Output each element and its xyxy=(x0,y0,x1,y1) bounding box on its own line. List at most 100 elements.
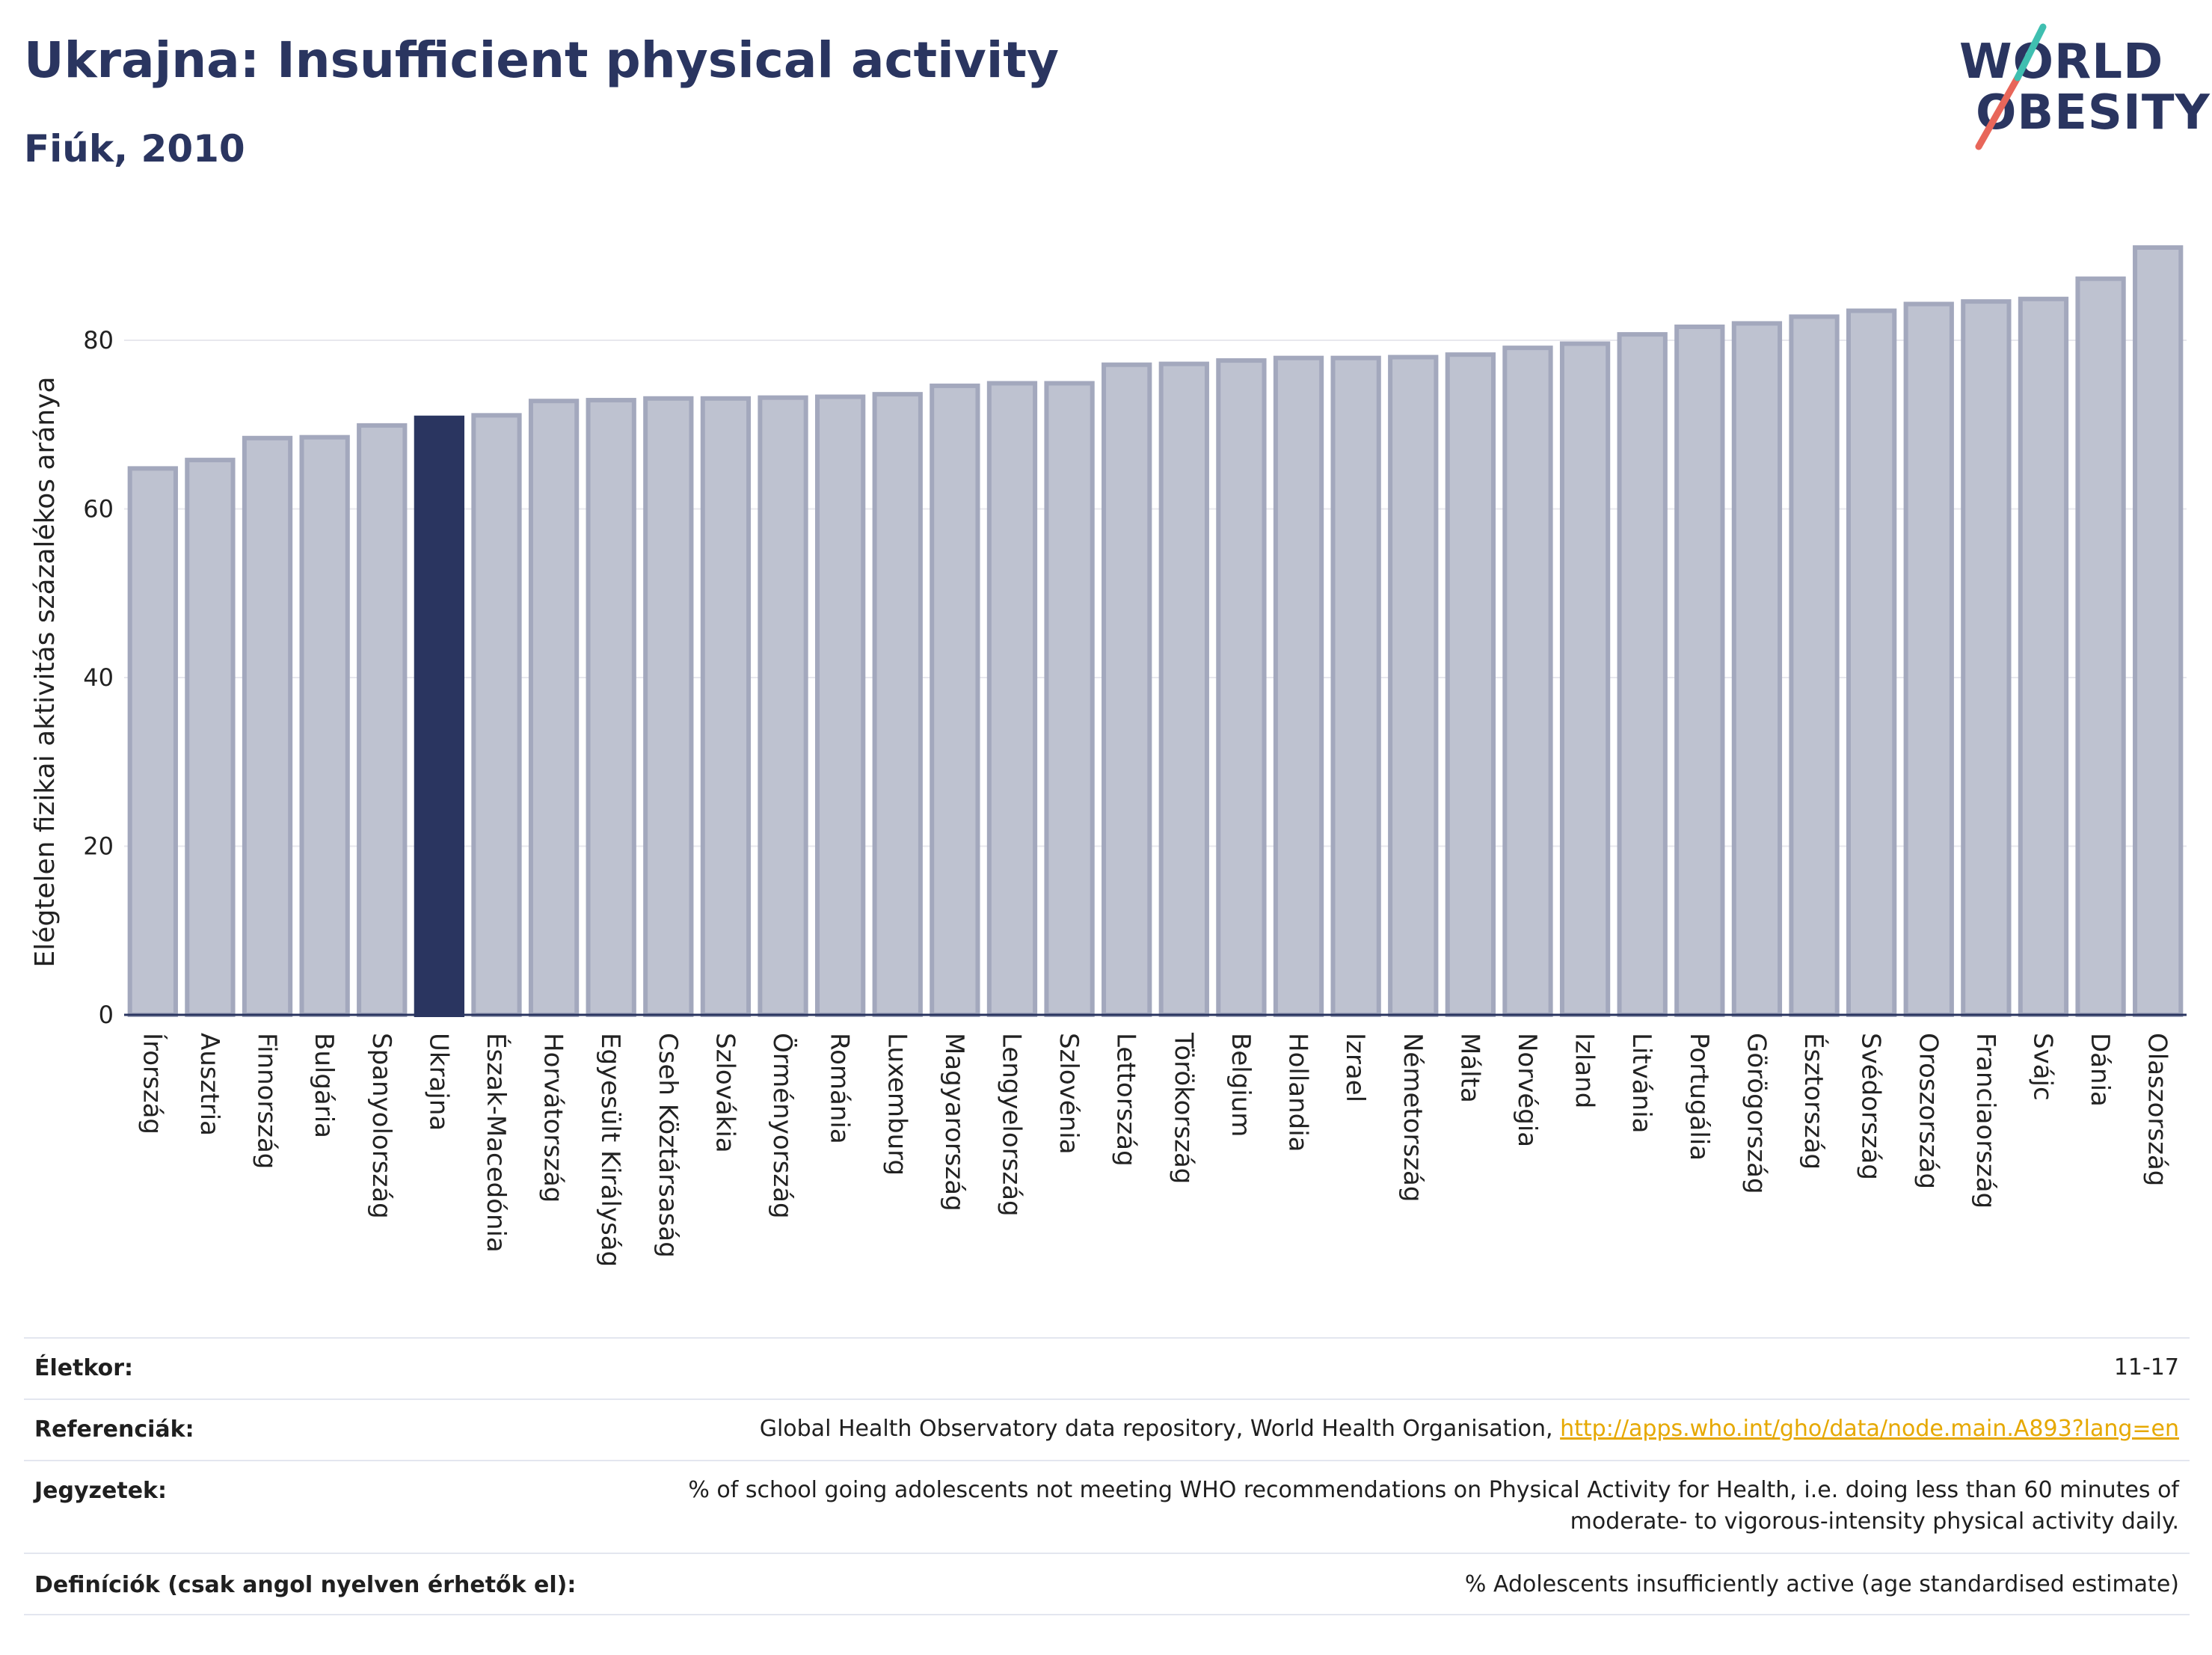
bar xyxy=(299,435,350,1018)
bar xyxy=(986,381,1038,1017)
x-tick-label: Bulgária xyxy=(309,1033,339,1138)
x-tick-label: Ausztria xyxy=(194,1033,224,1136)
bar xyxy=(1158,361,1209,1017)
x-tick-label: Örményország xyxy=(767,1033,798,1219)
meta-value-notes: % of school going adolescents not meetin… xyxy=(384,1475,2179,1538)
x-tick-label: Ukrajna xyxy=(423,1033,453,1131)
meta-reference-link[interactable]: http://apps.who.int/gho/data/node.main.A… xyxy=(1560,1416,2179,1442)
bar xyxy=(700,396,752,1017)
x-tick-label: Oroszország xyxy=(1913,1033,1943,1189)
meta-reference-text: Global Health Observatory data repositor… xyxy=(759,1416,1553,1442)
meta-label-notes: Jegyzetek: xyxy=(34,1478,167,1504)
x-tick-label: Észak-Macedónia xyxy=(481,1033,511,1253)
x-tick-label: Dánia xyxy=(2085,1033,2115,1107)
bar xyxy=(872,392,923,1018)
bar xyxy=(586,398,636,1017)
x-tick-label: Törökország xyxy=(1168,1032,1198,1184)
x-tick-label: Portugália xyxy=(1684,1033,1714,1161)
meta-row-notes: Jegyzetek: % of school going adolescents… xyxy=(24,1460,2190,1554)
bar xyxy=(2018,296,2069,1017)
chart-title: Ukrajna: Insufficient physical activity xyxy=(24,31,1060,89)
x-tick-label: Norvégia xyxy=(1512,1033,1542,1147)
y-tick-label: 60 xyxy=(83,495,114,523)
bar xyxy=(814,394,866,1018)
bar xyxy=(1273,355,1324,1018)
bar xyxy=(643,396,694,1017)
meta-row-age: Életkor: 11-17 xyxy=(24,1337,2190,1400)
bar xyxy=(758,395,808,1018)
x-tick-label: Málta xyxy=(1454,1033,1484,1103)
x-tick-label: Svájc xyxy=(2027,1033,2057,1101)
meta-label-age: Életkor: xyxy=(34,1355,134,1381)
x-tick-label: Egyesült Királyság xyxy=(595,1033,625,1267)
x-tick-label: Luxemburg xyxy=(882,1033,912,1176)
y-axis-label: Elégtelen fizikai aktivitás százalékos a… xyxy=(30,376,61,967)
x-tick-label: Spanyolország xyxy=(366,1033,396,1219)
x-tick-label: Görögország xyxy=(1741,1033,1771,1194)
meta-notes-line2: moderate- to vigorous-intensity physical… xyxy=(1570,1508,2179,1535)
x-tick-label: Svédország xyxy=(1856,1033,1886,1180)
x-tick-label: Magyarország xyxy=(939,1033,969,1212)
logo-slash-icon xyxy=(1975,23,2047,150)
bar xyxy=(930,383,980,1017)
bar xyxy=(1388,354,1439,1018)
meta-row-definitions: Definíciók (csak angol nyelven érhetők e… xyxy=(24,1553,2190,1615)
x-tick-label: Szlovákia xyxy=(710,1033,740,1153)
bar xyxy=(1961,299,2012,1017)
x-tick-label: Izland xyxy=(1570,1033,1600,1108)
bar xyxy=(528,399,580,1017)
x-tick-label: Észtország xyxy=(1798,1033,1829,1170)
x-tick-label: Finnország xyxy=(252,1033,282,1169)
bar xyxy=(127,466,178,1017)
bar-chart: 0 20 40 60 80 Elégtelen fizikai aktivitás szá… xyxy=(30,245,2187,1267)
meta-value-definitions: % Adolescents insufficiently active (age… xyxy=(1464,1571,2179,1597)
bar xyxy=(1044,381,1095,1017)
x-tick-label: Cseh Köztársaság xyxy=(653,1033,683,1258)
bar xyxy=(1674,324,1725,1017)
meta-label-references: Referenciák: xyxy=(34,1416,194,1443)
bar xyxy=(185,458,236,1018)
x-tick-label: Belgium xyxy=(1226,1033,1256,1137)
logo-text-line2: OBESITY xyxy=(1976,85,2211,141)
x-tick-label: Románia xyxy=(825,1033,855,1144)
x-tick-label: Lengyelország xyxy=(996,1033,1026,1217)
bar xyxy=(1216,358,1267,1017)
meta-bottom-rule xyxy=(24,1614,2190,1615)
meta-value-references: Global Health Observatory data repositor… xyxy=(760,1413,2179,1445)
x-tick-label: Írország xyxy=(137,1033,168,1134)
logo-text-line1: WORLD xyxy=(1959,34,2164,90)
bar xyxy=(1445,352,1496,1018)
bar xyxy=(242,435,293,1018)
x-tick-label: Litvánia xyxy=(1626,1033,1656,1134)
x-tick-label: Lettország xyxy=(1111,1033,1141,1167)
y-tick-label: 80 xyxy=(83,326,114,354)
world-obesity-logo: WORLD OBESITY xyxy=(1952,19,2210,162)
meta-value-age: 11-17 xyxy=(2113,1354,2179,1381)
x-tick-label: Franciaország xyxy=(1970,1033,2000,1209)
bar xyxy=(2075,276,2126,1017)
x-tick-label: Horvátország xyxy=(538,1033,568,1203)
bar xyxy=(1102,362,1152,1017)
meta-label-definitions: Definíciók (csak angol nyelven érhetők e… xyxy=(34,1572,577,1598)
bar xyxy=(471,413,522,1018)
y-tick-label: 20 xyxy=(83,832,114,861)
bar xyxy=(1617,332,1668,1018)
bar xyxy=(357,423,408,1017)
meta-notes-line1: % of school going adolescents not meetin… xyxy=(688,1477,2179,1503)
bar xyxy=(1559,341,1611,1017)
y-tick-label: 40 xyxy=(83,663,114,692)
bar xyxy=(1330,355,1381,1018)
x-tick-label: Izrael xyxy=(1340,1033,1370,1102)
meta-row-references: Referenciák: Global Health Observatory d… xyxy=(24,1398,2190,1461)
bar xyxy=(1846,308,1897,1018)
y-tick-label: 0 xyxy=(99,1001,114,1029)
x-tick-label: Hollandia xyxy=(1283,1033,1313,1152)
x-tick-label: Szlovénia xyxy=(1054,1033,1084,1155)
bar xyxy=(1789,314,1840,1017)
bar xyxy=(1903,301,1954,1017)
bar xyxy=(1502,346,1553,1017)
bar xyxy=(2133,245,2184,1018)
chart-subtitle: Fiúk, 2010 xyxy=(24,127,245,171)
x-tick-label: Németország xyxy=(1398,1033,1428,1202)
bar xyxy=(1731,321,1783,1017)
